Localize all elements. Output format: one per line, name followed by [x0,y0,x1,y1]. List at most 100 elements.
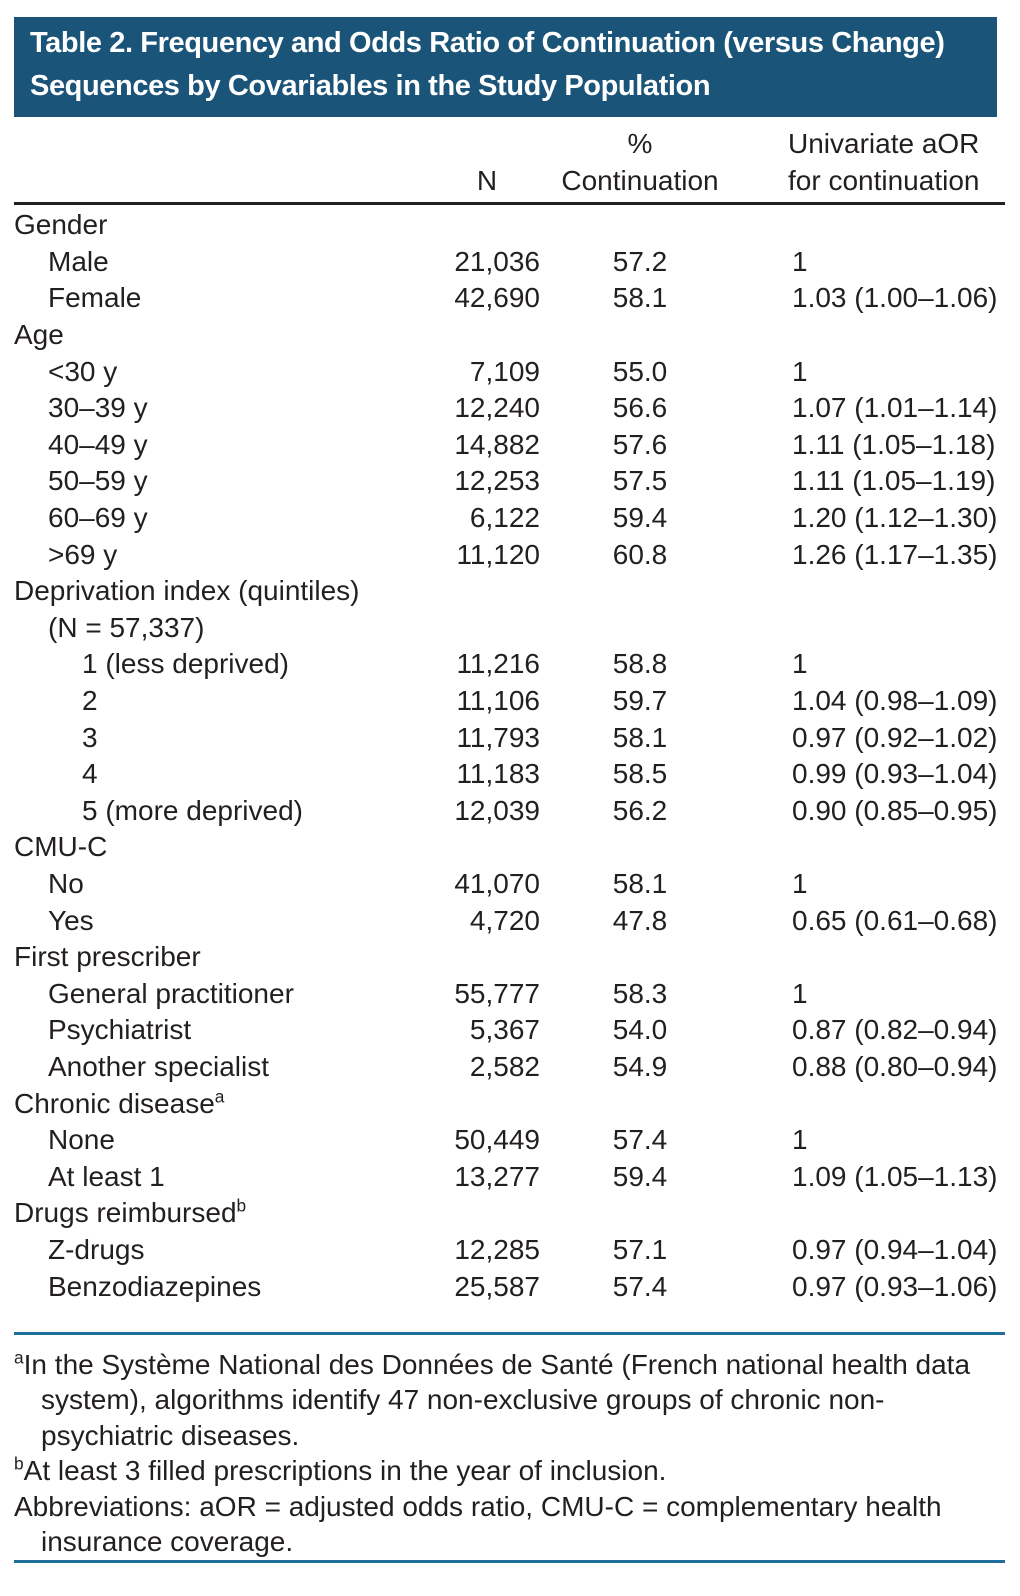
row-label: Drugs reimbursedb [14,1196,247,1229]
row-label: No [48,867,84,899]
row-aor-value: 1.20 (1.12–1.30) [792,502,998,534]
row-pct-continuation-value: 54.9 [612,1050,668,1082]
table-row: 4 11,183 58.5 0.99 (0.93–1.04) [14,756,1005,793]
row-aor-value: 0.97 (0.93–1.06) [792,1270,998,1302]
table-row: 5 (more deprived) 12,039 56.2 0.90 (0.85… [14,793,1005,830]
row-aor-value: 0.88 (0.80–0.94) [792,1050,998,1082]
row-label: 3 [82,721,98,753]
row-pct-continuation-value: 56.2 [612,794,668,826]
row-pct-continuation-value: 57.6 [612,428,668,460]
row-pct-continuation-value: 57.4 [612,1124,668,1156]
row-label: Another specialist [48,1050,270,1082]
row-n-value: 13,277 [454,1160,540,1192]
table-title-banner: Table 2. Frequency and Odds Ratio of Con… [14,17,997,117]
table-row: >69 y 11,120 60.8 1.26 (1.17–1.35) [14,536,1005,573]
row-n-value: 41,070 [454,867,540,899]
row-pct-continuation-value: 60.8 [612,538,668,570]
row-label: 5 (more deprived) [82,794,303,826]
row-aor-value: 1.07 (1.01–1.14) [792,392,998,424]
row-label: Gender [14,209,108,241]
row-n-value: 2,582 [469,1050,540,1082]
table-row: Benzodiazepines 25,587 57.4 0.97 (0.93–1… [14,1268,1005,1305]
row-label: None [48,1124,115,1156]
row-label: CMU-C [14,831,108,863]
row-label: Benzodiazepines [48,1270,262,1302]
footnote-text: In the Système National des Données de S… [23,1348,971,1451]
row-n-value: 6,122 [469,502,540,534]
row-aor-value: 1.04 (0.98–1.09) [792,685,998,717]
table-row: General practitioner 55,777 58.3 1 [14,975,1005,1012]
row-n-value: 21,036 [454,245,540,277]
footnote-marker: b [14,1453,24,1474]
row-n-value: 4,720 [469,904,540,936]
row-n-value: 12,039 [454,794,540,826]
table-row: Z-drugs 12,285 57.1 0.97 (0.94–1.04) [14,1232,1005,1269]
row-n-value: 50,449 [454,1124,540,1156]
table-row: Psychiatrist 5,367 54.0 0.87 (0.82–0.94) [14,1012,1005,1049]
row-label: Male [48,245,109,277]
table-footnotes: aIn the Système National des Données de … [14,1347,1005,1560]
column-header-n: N [476,165,498,196]
row-aor-value: 1 [792,1124,808,1156]
table-row: Female 42,690 58.1 1.03 (1.00–1.06) [14,280,1005,317]
row-pct-continuation-value: 57.1 [612,1233,668,1265]
row-label: 2 [82,685,98,717]
row-pct-continuation-value: 59.4 [612,502,668,534]
row-n-value: 11,793 [456,721,540,753]
table-row: Male 21,036 57.2 1 [14,244,1005,281]
table-row: Age [14,317,1005,354]
row-pct-continuation-value: 57.2 [612,245,668,277]
table-row: 50–59 y 12,253 57.5 1.11 (1.05–1.19) [14,463,1005,500]
row-n-value: 12,285 [454,1233,540,1265]
row-pct-continuation-value: 57.4 [612,1270,668,1302]
row-aor-value: 1 [792,245,808,277]
column-header-pct-line1: % [627,128,653,159]
row-label: General practitioner [48,977,294,1009]
row-label: First prescriber [14,941,201,973]
footnote: Abbreviations: aOR = adjusted odds ratio… [14,1489,1005,1560]
row-aor-value: 1.26 (1.17–1.35) [792,538,998,570]
row-label: Deprivation index (quintiles) [14,575,360,607]
table-row: Gender [14,207,1005,244]
table-row: No 41,070 58.1 1 [14,866,1005,903]
row-label: 30–39 y [48,392,148,424]
table-row: Deprivation index (quintiles) [14,573,1005,610]
column-header-pct-line2: Continuation [561,165,719,196]
row-label: 40–49 y [48,428,148,460]
row-pct-continuation-value: 58.3 [612,977,668,1009]
row-n-value: 25,587 [454,1270,540,1302]
row-pct-continuation-value: 58.8 [612,648,668,680]
table-row: 40–49 y 14,882 57.6 1.11 (1.05–1.18) [14,427,1005,464]
row-aor-value: 0.97 (0.92–1.02) [792,721,998,753]
row-aor-value: 1 [792,977,808,1009]
row-aor-value: 0.90 (0.85–0.95) [792,794,998,826]
footnote-text: At least 3 filled prescriptions in the y… [23,1455,667,1487]
row-pct-continuation-value: 57.5 [612,465,668,497]
row-n-value: 14,882 [454,428,540,460]
row-n-value: 5,367 [469,1014,540,1046]
row-aor-value: 0.87 (0.82–0.94) [792,1014,998,1046]
column-header-pct-continuation: % Continuation [540,125,740,199]
row-label: Female [48,282,142,314]
row-n-value: 12,253 [454,465,540,497]
row-pct-continuation-value: 47.8 [612,904,668,936]
column-header-aor-line1: Univariate aOR [788,128,980,159]
table-row: CMU-C [14,829,1005,866]
table-row: At least 1 13,277 59.4 1.09 (1.05–1.13) [14,1158,1005,1195]
row-label: (N = 57,337) [48,611,205,643]
table-row: 3 11,793 58.1 0.97 (0.92–1.02) [14,719,1005,756]
table-row: None 50,449 57.4 1 [14,1122,1005,1159]
footnote: aIn the Système National des Données de … [14,1347,1005,1454]
row-aor-value: 1.03 (1.00–1.06) [792,282,998,314]
row-aor-value: 0.99 (0.93–1.04) [792,758,998,790]
table-row: (N = 57,337) [14,610,1005,647]
row-label: >69 y [48,538,118,570]
row-pct-continuation-value: 56.6 [612,392,668,424]
row-n-value: 11,183 [456,758,540,790]
row-pct-continuation-value: 59.7 [612,685,668,717]
column-header-univariate-aor: Univariate aOR for continuation [740,125,1005,199]
row-label: <30 y [48,355,118,387]
row-n-value: 11,216 [456,648,540,680]
row-aor-value: 1 [792,648,808,680]
